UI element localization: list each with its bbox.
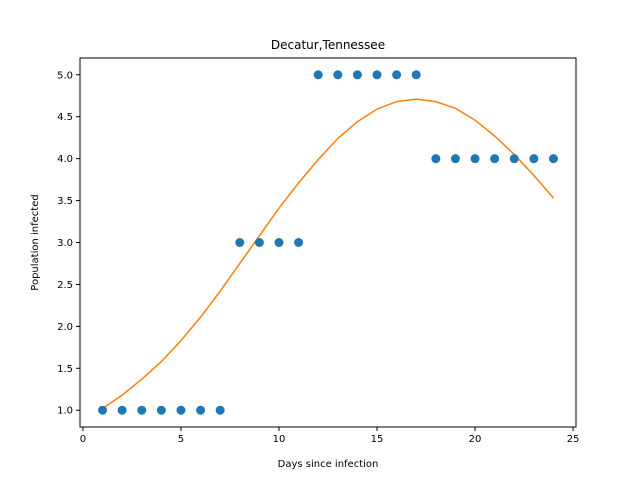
- y-tick-label: 2.5: [57, 280, 73, 291]
- data-point: [235, 238, 245, 247]
- data-point: [509, 154, 519, 164]
- data-point: [176, 405, 186, 415]
- data-point: [352, 70, 362, 80]
- x-tick-label: 5: [178, 434, 184, 445]
- series-layer: [98, 70, 558, 415]
- data-point: [431, 154, 441, 164]
- data-point: [490, 154, 500, 164]
- data-point: [450, 154, 460, 164]
- x-tick-label: 0: [80, 434, 86, 445]
- data-point: [137, 405, 147, 415]
- y-tick-label: 4.0: [57, 154, 73, 165]
- data-point: [294, 238, 304, 247]
- y-tick-label: 1.0: [57, 406, 73, 417]
- y-tick-label: 2.0: [57, 322, 73, 333]
- y-axis-label: Population infected: [30, 194, 41, 290]
- data-point: [529, 154, 539, 164]
- data-point: [548, 154, 558, 164]
- axes-layer: 0 5 10 15 20 25 1.0 1.5 2.0 2.5 3.0 3.5 4.0 4.5 5.0: [57, 70, 579, 445]
- data-point: [392, 70, 402, 80]
- data-point: [274, 238, 284, 247]
- plot-area: [80, 58, 576, 427]
- data-point: [196, 405, 206, 415]
- data-point: [411, 70, 421, 80]
- data-point: [470, 154, 480, 164]
- fit-line: [102, 98, 555, 410]
- data-point: [313, 70, 323, 80]
- x-tick-label: 10: [273, 434, 286, 445]
- data-point: [333, 70, 343, 80]
- x-axis-label: Days since infection: [278, 459, 379, 470]
- y-tick-label: 3.5: [57, 196, 73, 207]
- data-point: [117, 405, 127, 415]
- data-point: [372, 70, 382, 80]
- chart-title: Decatur,Tennessee: [271, 38, 385, 52]
- data-point: [98, 405, 108, 415]
- y-tick-label: 3.0: [57, 238, 73, 249]
- y-tick-label: 5.0: [57, 70, 73, 81]
- data-point: [254, 238, 264, 247]
- x-tick-label: 15: [371, 434, 384, 445]
- data-point: [215, 405, 225, 415]
- x-tick-label: 25: [567, 434, 580, 445]
- y-tick-label: 4.5: [57, 112, 73, 123]
- data-point: [156, 405, 166, 415]
- x-tick-label: 20: [469, 434, 482, 445]
- y-tick-label: 1.5: [57, 364, 73, 375]
